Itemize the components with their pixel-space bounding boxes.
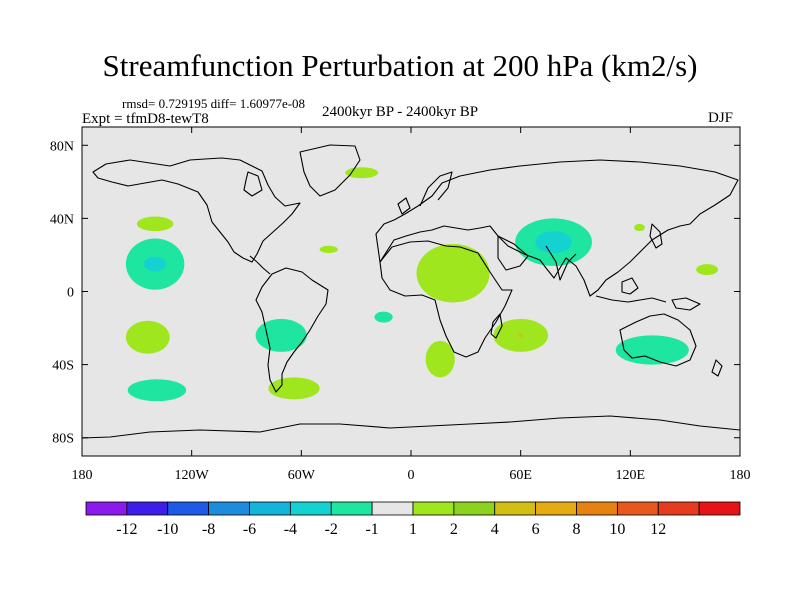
coast-indonesia xyxy=(595,295,667,303)
colorbar-label: 10 xyxy=(609,521,625,538)
axis-ticks: 180 120W 60W 0 60E 120E 180 80N 40N 0 40S 80S xyxy=(50,127,751,483)
y-tick-label: 80N xyxy=(50,139,74,154)
anomaly-atlantic-eq-low xyxy=(319,245,338,254)
colorbar-label: 8 xyxy=(573,521,581,538)
colorbar-label: -6 xyxy=(243,521,256,538)
experiment-label: Expt = tfmD8-tewT8 xyxy=(82,111,209,127)
y-tick-label: 40N xyxy=(50,212,74,227)
map-background xyxy=(82,127,740,456)
colorbar-swatch xyxy=(371,501,414,516)
anomaly-core-n-pacific-low xyxy=(144,256,167,272)
coast-arabia xyxy=(497,235,529,271)
colorbar-swatch xyxy=(657,501,700,516)
coast-africa xyxy=(379,240,513,358)
colorbar-label: 1 xyxy=(409,521,417,538)
x-tick-label: 120E xyxy=(616,468,646,483)
anomaly-atlantic-n-low xyxy=(345,167,379,179)
anomaly-east-asia-high xyxy=(633,223,645,232)
season-label: DJF xyxy=(708,110,734,126)
anomaly-n-pacific-high xyxy=(136,216,174,232)
coast-caribbean xyxy=(249,255,271,275)
y-tick-label: 0 xyxy=(67,286,74,301)
coastlines xyxy=(82,144,740,439)
colorbar-label: 12 xyxy=(650,521,666,538)
anomaly-africa-high xyxy=(416,243,490,303)
colorbar-swatch xyxy=(698,501,741,516)
colorbar-swatch xyxy=(616,501,659,516)
colorbar-label: -8 xyxy=(202,521,215,538)
anomaly-south-america-low xyxy=(255,318,307,352)
colorbar-swatch xyxy=(208,501,250,516)
coast-eurasia xyxy=(375,159,739,297)
anomaly-core-indian-ocean-high xyxy=(518,333,523,338)
colorbar-swatch xyxy=(453,501,496,516)
colorbar-swatch xyxy=(249,501,291,516)
coast-north-america xyxy=(92,157,301,263)
colorbar-swatch xyxy=(576,501,618,516)
coast-madagascar xyxy=(490,313,503,339)
anomaly-atlantic-s-low xyxy=(374,311,393,323)
colorbar-swatch xyxy=(167,501,210,516)
x-tick-label: 60E xyxy=(509,468,532,483)
anomaly-s-africa-high xyxy=(425,340,455,378)
colorbar-label: -2 xyxy=(325,521,338,538)
coast-hudson-bay xyxy=(243,171,263,197)
colorbar-label: 2 xyxy=(450,521,458,538)
colorbar-swatch xyxy=(494,501,537,516)
colorbar-swatch xyxy=(330,501,373,516)
anomaly-core-asia-low xyxy=(535,231,572,254)
coast-greenland xyxy=(299,144,361,197)
colorbar-label: 6 xyxy=(532,521,540,538)
period-label: 2400kyr BP - 2400kyr BP xyxy=(322,104,479,120)
colorbar-label: -12 xyxy=(116,521,137,538)
colorbar-label: -1 xyxy=(365,521,378,538)
colorbar-swatch xyxy=(85,501,128,516)
anomaly-w-pacific-high xyxy=(696,264,719,276)
colorbar-swatch xyxy=(535,501,577,516)
anomaly-s-pacific-high xyxy=(125,320,170,354)
x-tick-label: 180 xyxy=(72,468,93,483)
rmsd-diff-stats: rmsd= 0.729195 diff= 1.60977e-08 xyxy=(122,96,306,111)
colorbar-label: -10 xyxy=(157,521,178,538)
colorbar-swatch xyxy=(126,501,169,516)
y-tick-label: 40S xyxy=(52,359,74,374)
colorbar-swatch xyxy=(289,501,332,516)
colorbar-label: 4 xyxy=(491,521,499,538)
colorbar: -12 -10 -8 -6 -4 -2 -1 1 2 4 6 8 10 12 xyxy=(85,501,741,538)
anomaly-s-pacific-low xyxy=(127,379,187,402)
anomaly-australia-low xyxy=(615,335,689,365)
x-tick-label: 0 xyxy=(408,468,415,483)
coast-australia xyxy=(619,313,697,367)
coast-antarctica xyxy=(82,415,740,439)
colorbar-label: -4 xyxy=(284,521,297,538)
coast-scandinavia xyxy=(419,171,453,207)
coast-india xyxy=(545,245,577,281)
coast-new-zealand xyxy=(711,359,723,377)
coast-new-guinea xyxy=(671,297,701,311)
y-tick-label: 80S xyxy=(52,432,74,447)
coast-south-america xyxy=(255,267,329,393)
x-tick-label: 60W xyxy=(288,468,316,483)
coast-british-isles xyxy=(397,197,411,215)
chart-title: Streamfunction Perturbation at 200 hPa (… xyxy=(102,48,698,83)
colorbar-swatch xyxy=(412,501,455,516)
coast-japan xyxy=(649,223,663,249)
x-tick-label: 180 xyxy=(730,468,751,483)
anomaly-patagonia-high xyxy=(268,377,320,400)
coast-borneo xyxy=(621,277,639,295)
x-tick-label: 120W xyxy=(175,468,210,483)
